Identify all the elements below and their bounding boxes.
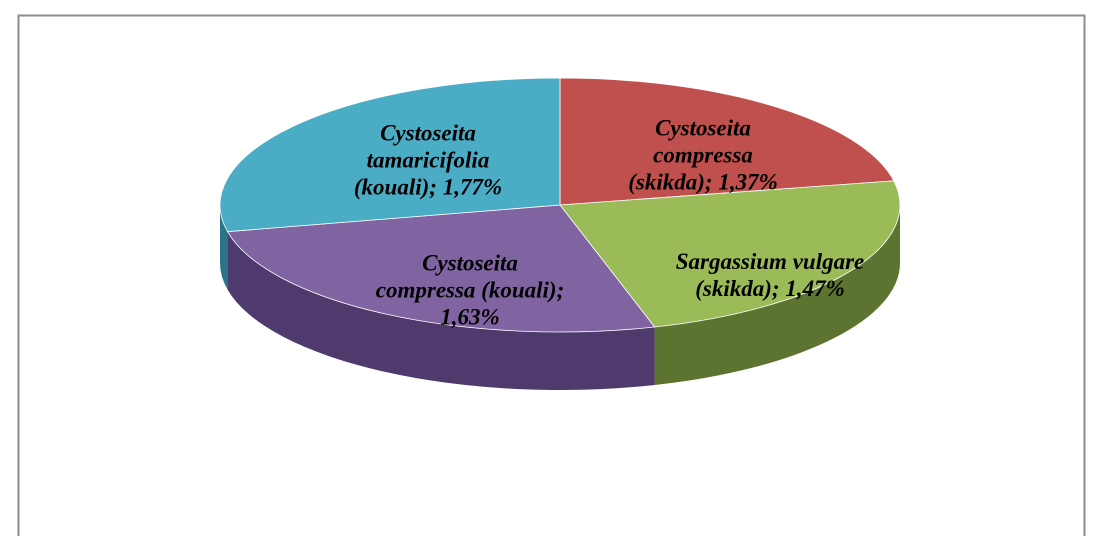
slice-side (654, 205, 900, 385)
slice (219, 77, 561, 233)
data-label: Sargassium vulgare (skikda); 1,47% (675, 249, 865, 301)
data-label: Cystoseita tamaricifolia (kouali); 1,77% (353, 120, 503, 200)
slice (226, 204, 656, 333)
slice (559, 77, 895, 206)
data-label: Cystoseita compressa (kouali); 1,63% (375, 250, 565, 330)
slice (559, 180, 901, 328)
slice-side (227, 231, 655, 390)
slice-side (220, 205, 228, 290)
data-label: Cystoseita compressa (skikda); 1,37% (628, 115, 778, 195)
